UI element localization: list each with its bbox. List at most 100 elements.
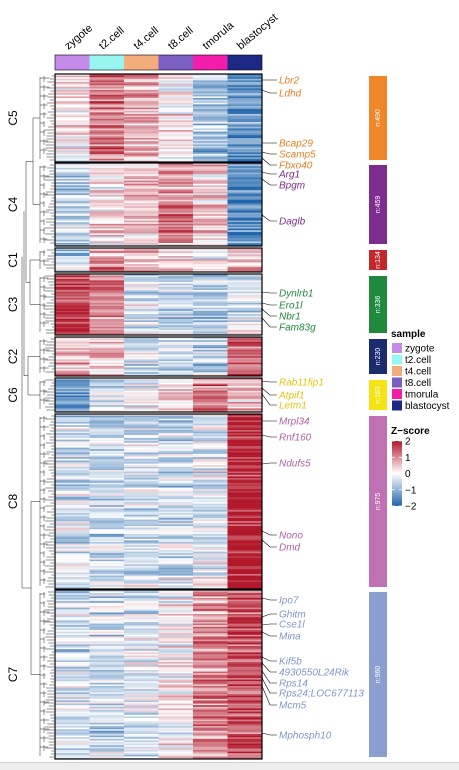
column-label-zygote: zygote (62, 22, 95, 52)
gene-label-Mcm5: Mcm5 (279, 701, 307, 712)
legend-sample-title: sample (391, 329, 426, 340)
gene-connector-Cse1l (262, 624, 277, 625)
gene-connector-Dynlrb1 (262, 292, 277, 293)
heatmap-block-C6 (55, 378, 262, 412)
zscore-tick-label-1: 1 (405, 453, 411, 464)
column-label-t8-cell: t8.cell (166, 25, 196, 53)
cluster-label-C2: C2 (6, 349, 20, 365)
gene-connector-Scamp5 (262, 152, 277, 154)
column-annotation-t8-cell (159, 55, 194, 70)
gene-connector-Nbr1 (262, 309, 277, 316)
gene-connector-Atpif1 (262, 388, 277, 395)
heatmap-block-C7 (55, 590, 262, 759)
gene-connector-Nono (262, 531, 277, 535)
gene-label-Kif5b: Kif5b (279, 657, 302, 668)
cluster-count-C8: n:975 (375, 493, 382, 511)
gene-label-4930550L24Rik: 4930550L24Rik (279, 668, 350, 679)
cluster-label-C1: C1 (6, 252, 20, 268)
cluster-count-C3: n:336 (375, 296, 382, 314)
gene-label-Daglb: Daglb (279, 217, 306, 228)
column-label-t2-cell: t2.cell (97, 25, 127, 53)
gene-connector-Rab11fip1 (262, 381, 277, 382)
heatmap-block-C1 (55, 248, 262, 272)
zscore-tick-label-2: 0 (405, 469, 411, 480)
zscore-tick-label-4: −2 (405, 502, 417, 513)
row-dendrogram (22, 76, 54, 757)
gene-label-Ldhd: Ldhd (279, 89, 302, 100)
gene-label-Dynlrb1: Dynlrb1 (279, 289, 313, 300)
column-annotation-t4-cell (124, 55, 159, 70)
legend-swatch-t8-cell (392, 378, 402, 388)
zscore-tick-label-0: 2 (405, 437, 411, 448)
gene-connector-Daglb (262, 215, 277, 221)
gene-label-Nono: Nono (279, 531, 303, 542)
gene-connector-Mcm5 (262, 686, 277, 705)
gene-connector-Mphosph10 (262, 733, 277, 735)
cluster-label-C4: C4 (6, 197, 20, 213)
gene-label-Scamp5: Scamp5 (279, 150, 316, 161)
gene-connector-Ghitm (262, 614, 277, 617)
legend-item-t2-cell: t2.cell (405, 355, 431, 366)
legend-swatch-zygote (392, 343, 402, 353)
gene-label-Mrpl34: Mrpl34 (279, 417, 310, 428)
gene-label-Dmd: Dmd (279, 543, 301, 554)
gene-connector-Fam83g (262, 318, 277, 327)
cluster-label-C6: C6 (6, 387, 20, 403)
gene-label-Rab11fip1: Rab11fip1 (279, 378, 324, 389)
gene-connector-Ero1l (262, 303, 277, 305)
gene-connector-Ldhd (262, 90, 277, 93)
gene-connector-Arg1 (262, 172, 277, 174)
cluster-label-C8: C8 (6, 494, 20, 510)
gene-connector-4930550L24Rik (262, 663, 277, 672)
gene-connector-Dmd (262, 540, 277, 547)
gene-connector-Fbxo40 (262, 158, 277, 165)
legend-swatch-t2-cell (392, 355, 402, 365)
legend-item-zygote: zygote (405, 344, 435, 355)
column-annotation-zygote (55, 55, 90, 70)
legend-zscore-title: Z−score (391, 426, 430, 437)
gene-label-Arg1: Arg1 (278, 170, 300, 181)
gene-label-Cse1l: Cse1l (279, 620, 305, 631)
column-label-tmorula: tmorula (200, 19, 236, 52)
gene-connector-Mina (262, 632, 277, 636)
gene-connector-Kif5b (262, 657, 277, 661)
gene-connector-Ipo7 (262, 598, 277, 600)
gene-connector-Letm1 (262, 394, 277, 405)
gene-label-Fam83g: Fam83g (279, 323, 316, 334)
cluster-count-C4: n:459 (375, 196, 382, 214)
heatmap-block-C3 (55, 274, 262, 335)
gene-connector-Ndufs5 (262, 463, 277, 464)
cluster-count-C1: n:134 (375, 251, 382, 269)
legend-item-tmorula: tmorula (405, 390, 439, 401)
gene-label-Ero1l: Ero1l (279, 301, 303, 312)
heatmap-block-C8 (55, 414, 262, 589)
cluster-count-C6: n:163 (375, 386, 382, 404)
gene-connector-Rps14 (262, 671, 277, 683)
column-label-blastocyst: blastocyst (235, 12, 280, 53)
column-label-t4-cell: t4.cell (131, 25, 161, 53)
heatmap-block-C5 (55, 74, 262, 162)
gene-label-Mina: Mina (279, 632, 301, 643)
gene-label-Rps24-LOC677113: Rps24;LOC677113 (279, 689, 364, 700)
heatmap-block-C4 (55, 163, 262, 246)
cluster-label-C3: C3 (6, 297, 20, 313)
legend-swatch-blastocyst (392, 401, 402, 411)
gene-label-Bpgm: Bpgm (279, 181, 305, 192)
gene-label-Mphosph10: Mphosph10 (279, 731, 332, 742)
gene-label-Ndufs5: Ndufs5 (279, 459, 311, 470)
gene-connector-Bpgm (262, 179, 277, 185)
gene-label-Ipo7: Ipo7 (279, 596, 299, 607)
cluster-label-C7: C7 (6, 667, 20, 683)
cluster-count-C5: n:490 (375, 109, 382, 127)
cluster-count-C7: n:960 (375, 666, 382, 684)
legend-swatch-tmorula (392, 389, 402, 399)
legend-item-blastocyst: blastocyst (405, 401, 450, 412)
column-annotation-blastocyst (228, 55, 263, 70)
zscore-tick-label-3: −1 (405, 485, 417, 496)
cluster-count-C2: n:230 (375, 348, 382, 366)
gene-label-Nbr1: Nbr1 (279, 312, 301, 323)
gene-label-Lbr2: Lbr2 (279, 76, 299, 87)
gene-label-Letm1: Letm1 (279, 401, 307, 412)
cluster-label-C5: C5 (6, 110, 20, 126)
